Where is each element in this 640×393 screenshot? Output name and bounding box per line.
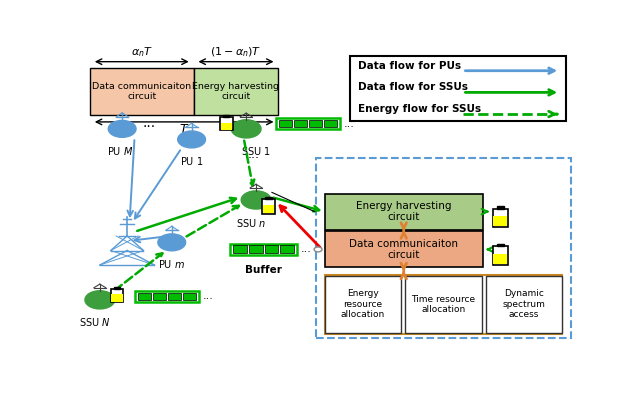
FancyBboxPatch shape	[497, 206, 504, 209]
FancyBboxPatch shape	[114, 287, 120, 288]
FancyBboxPatch shape	[182, 292, 196, 300]
FancyBboxPatch shape	[276, 118, 340, 129]
Text: ...: ...	[301, 244, 312, 254]
FancyBboxPatch shape	[153, 292, 166, 300]
Text: ...: ...	[344, 119, 355, 129]
FancyBboxPatch shape	[324, 275, 562, 334]
Text: Energy harvesting
circuit: Energy harvesting circuit	[193, 82, 280, 101]
Text: Energy harvesting
circuit: Energy harvesting circuit	[356, 201, 451, 222]
FancyBboxPatch shape	[266, 197, 271, 199]
FancyBboxPatch shape	[263, 205, 274, 213]
Text: Data flow for SSUs: Data flow for SSUs	[358, 82, 468, 92]
Circle shape	[231, 120, 261, 138]
FancyBboxPatch shape	[493, 254, 508, 264]
FancyBboxPatch shape	[230, 244, 297, 255]
FancyBboxPatch shape	[168, 292, 180, 300]
Text: SSU $n$: SSU $n$	[236, 217, 266, 229]
FancyBboxPatch shape	[280, 245, 294, 253]
FancyBboxPatch shape	[493, 246, 508, 264]
FancyBboxPatch shape	[309, 120, 322, 127]
FancyBboxPatch shape	[493, 217, 508, 226]
FancyBboxPatch shape	[223, 115, 229, 117]
FancyBboxPatch shape	[324, 276, 401, 332]
Text: Buffer: Buffer	[245, 265, 282, 275]
Text: Data flow for PUs: Data flow for PUs	[358, 61, 461, 71]
Circle shape	[108, 120, 136, 137]
Text: ...: ...	[202, 291, 213, 301]
FancyBboxPatch shape	[135, 291, 198, 302]
FancyBboxPatch shape	[294, 120, 307, 127]
Text: ···: ···	[143, 120, 156, 134]
FancyBboxPatch shape	[280, 120, 292, 127]
FancyBboxPatch shape	[486, 276, 562, 332]
Circle shape	[178, 131, 205, 148]
Text: $(1-\alpha_n)T$: $(1-\alpha_n)T$	[211, 46, 262, 59]
Text: SSU $N$: SSU $N$	[79, 316, 111, 329]
FancyBboxPatch shape	[111, 288, 124, 302]
Text: Time resource
allocation: Time resource allocation	[412, 295, 476, 314]
FancyBboxPatch shape	[350, 56, 566, 121]
Circle shape	[158, 234, 186, 251]
FancyBboxPatch shape	[90, 68, 193, 115]
FancyBboxPatch shape	[221, 123, 232, 130]
Text: ···: ···	[248, 152, 260, 165]
Text: PU $M$: PU $M$	[106, 145, 133, 156]
FancyBboxPatch shape	[138, 292, 151, 300]
Text: SSU $1$: SSU $1$	[241, 145, 271, 156]
Text: Data communicaiton
circuit: Data communicaiton circuit	[92, 82, 191, 101]
FancyBboxPatch shape	[220, 117, 232, 130]
Circle shape	[241, 191, 271, 209]
FancyBboxPatch shape	[111, 294, 123, 302]
FancyBboxPatch shape	[324, 194, 483, 230]
FancyBboxPatch shape	[324, 120, 337, 127]
FancyBboxPatch shape	[233, 245, 246, 253]
FancyBboxPatch shape	[264, 245, 278, 253]
Text: PU $1$: PU $1$	[180, 155, 204, 167]
FancyBboxPatch shape	[316, 158, 571, 338]
FancyBboxPatch shape	[262, 199, 275, 214]
Circle shape	[314, 247, 322, 252]
Text: $\alpha_n T$: $\alpha_n T$	[131, 46, 153, 59]
Text: Data communicaiton
circuit: Data communicaiton circuit	[349, 239, 458, 260]
Text: Dynamic
spectrum
access: Dynamic spectrum access	[502, 289, 545, 319]
FancyBboxPatch shape	[248, 245, 262, 253]
FancyBboxPatch shape	[497, 244, 504, 246]
Text: Energy flow for SSUs: Energy flow for SSUs	[358, 104, 481, 114]
FancyBboxPatch shape	[324, 231, 483, 268]
FancyBboxPatch shape	[193, 68, 278, 115]
Text: PU $m$: PU $m$	[158, 258, 185, 270]
Circle shape	[85, 291, 115, 309]
Text: $T$: $T$	[179, 123, 189, 136]
FancyBboxPatch shape	[405, 276, 481, 332]
FancyBboxPatch shape	[493, 209, 508, 227]
Text: Energy
resource
allocation: Energy resource allocation	[340, 289, 385, 319]
